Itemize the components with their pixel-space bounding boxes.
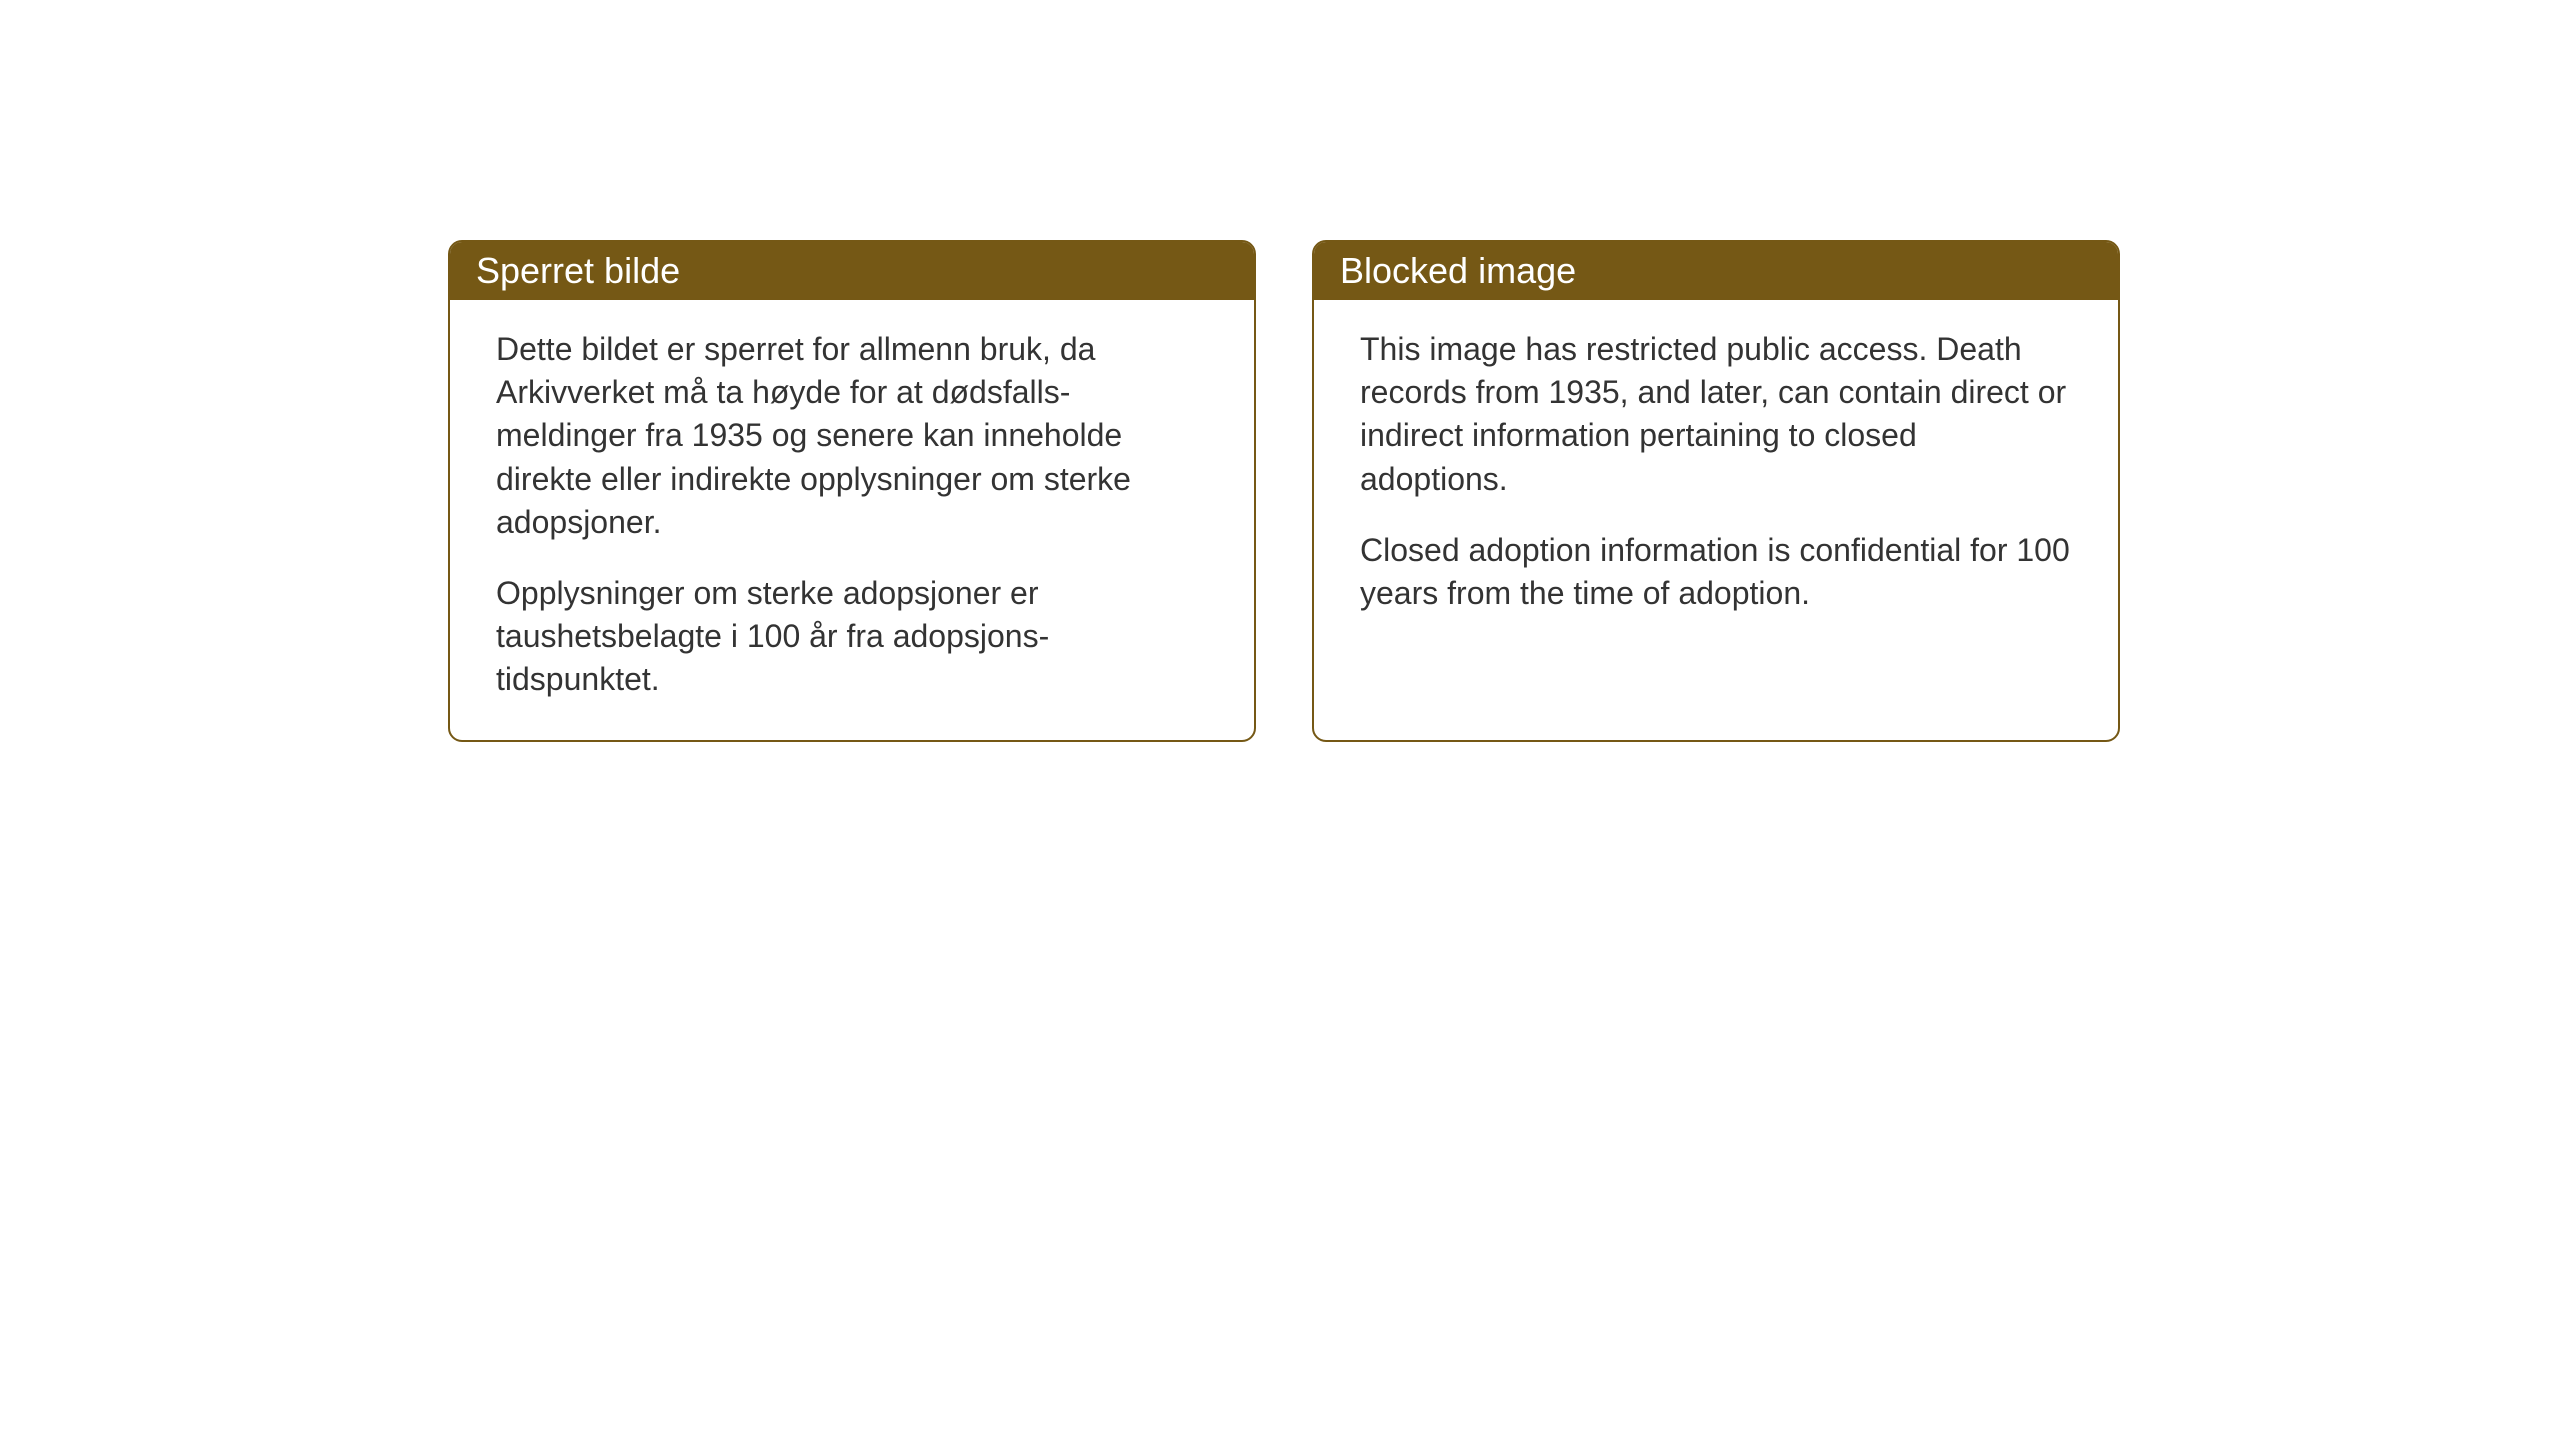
card-paragraph: This image has restricted public access.… xyxy=(1360,328,2072,501)
card-body-norwegian: Dette bildet er sperret for allmenn bruk… xyxy=(450,300,1254,740)
card-title: Sperret bilde xyxy=(476,250,680,291)
cards-container: Sperret bilde Dette bildet er sperret fo… xyxy=(448,240,2560,742)
card-header-norwegian: Sperret bilde xyxy=(450,242,1254,300)
card-english: Blocked image This image has restricted … xyxy=(1312,240,2120,742)
card-norwegian: Sperret bilde Dette bildet er sperret fo… xyxy=(448,240,1256,742)
card-header-english: Blocked image xyxy=(1314,242,2118,300)
card-paragraph: Closed adoption information is confident… xyxy=(1360,529,2072,615)
card-paragraph: Opplysninger om sterke adopsjoner er tau… xyxy=(496,572,1208,702)
card-title: Blocked image xyxy=(1340,250,1576,291)
card-body-english: This image has restricted public access.… xyxy=(1314,300,2118,653)
card-paragraph: Dette bildet er sperret for allmenn bruk… xyxy=(496,328,1208,544)
